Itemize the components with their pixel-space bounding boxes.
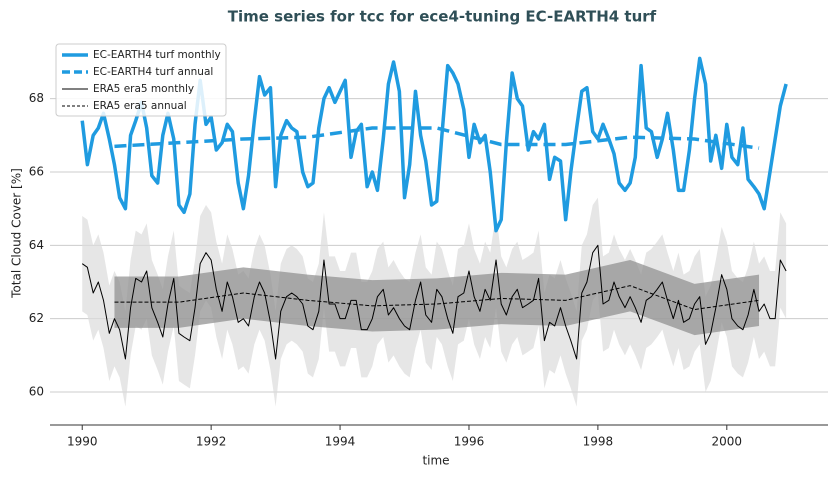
legend-label: ERA5 era5 monthly: [93, 83, 194, 95]
series-line: [114, 285, 760, 310]
legend-label: ERA5 era5 annual: [93, 100, 187, 112]
y-tick-label: 64: [29, 238, 44, 252]
x-tick-label: 1998: [583, 435, 614, 449]
y-tick-label: 68: [29, 91, 44, 105]
chart-title: Time series for tcc for ece4-tuning EC-E…: [228, 8, 657, 26]
x-tick-label: 1994: [325, 435, 356, 449]
std-band: [114, 260, 760, 336]
y-axis-label: Total Cloud Cover [%]: [10, 168, 24, 299]
x-tick-label: 2000: [712, 435, 743, 449]
legend: EC-EARTH4 turf monthly EC-EARTH4 turf ann…: [55, 43, 227, 117]
x-tick-label: 1992: [196, 435, 227, 449]
y-tick-label: 60: [29, 385, 44, 399]
legend-label: EC-EARTH4 turf annual: [93, 66, 213, 78]
series-line: [81, 244, 787, 360]
y-tick-label: 66: [29, 165, 44, 179]
y-tick-label: 62: [29, 311, 44, 325]
legend-label: EC-EARTH4 turf monthly: [93, 49, 221, 61]
series-line: [114, 126, 760, 150]
x-axis-label: time: [422, 454, 449, 468]
x-tick-label: 1990: [67, 435, 98, 449]
legend-box: [55, 43, 227, 117]
x-tick-label: 1996: [454, 435, 485, 449]
